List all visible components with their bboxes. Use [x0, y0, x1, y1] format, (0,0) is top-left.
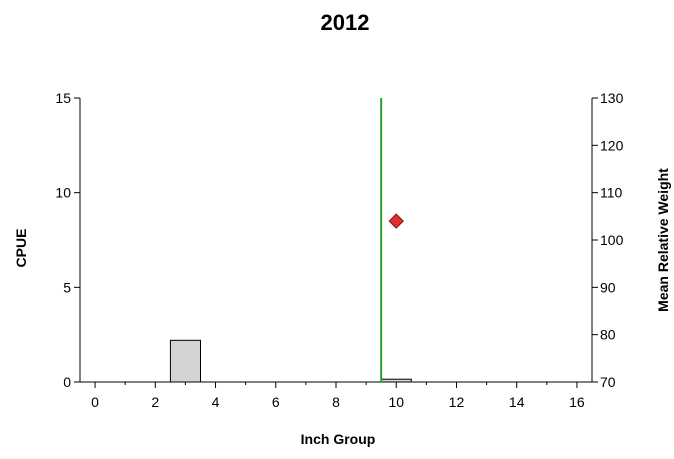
x-tick-label-10: 10 [388, 394, 404, 410]
y-tick-label-5: 5 [63, 279, 71, 295]
y2-axis-label: Mean Relative Weight [655, 168, 671, 312]
bar-3 [169, 339, 201, 383]
y2-tick-label-100: 100 [600, 232, 624, 248]
x-tick-label-4: 4 [212, 394, 220, 410]
y-tick-label-15: 15 [55, 90, 71, 106]
y2-tick-label-80: 80 [600, 327, 616, 343]
chart-title: 2012 [321, 10, 370, 35]
y2-tick-label-110: 110 [600, 185, 623, 201]
y-axis-label: CPUE [13, 229, 29, 268]
relative-weight-marker-10 [388, 213, 404, 229]
x-tick-label-0: 0 [91, 394, 99, 410]
y2-tick-label-120: 120 [600, 137, 624, 153]
y2-tick-label-130: 130 [600, 90, 624, 106]
y2-tick-label-70: 70 [600, 374, 616, 390]
x-tick-label-6: 6 [272, 394, 280, 410]
x-tick-label-2: 2 [151, 394, 159, 410]
y-tick-label-0: 0 [63, 374, 71, 390]
x-tick-label-8: 8 [332, 394, 340, 410]
x-axis-label: Inch Group [301, 431, 376, 447]
x-tick-label-12: 12 [449, 394, 465, 410]
y-tick-label-10: 10 [55, 185, 71, 201]
y2-tick-label-90: 90 [600, 279, 616, 295]
x-tick-label-14: 14 [509, 394, 525, 410]
x-tick-label-16: 16 [569, 394, 585, 410]
plot-area: 0 5 10 15 70 80 90 100 110 120 130 0 2 4 6 8 10 12 14 16 [55, 90, 623, 410]
